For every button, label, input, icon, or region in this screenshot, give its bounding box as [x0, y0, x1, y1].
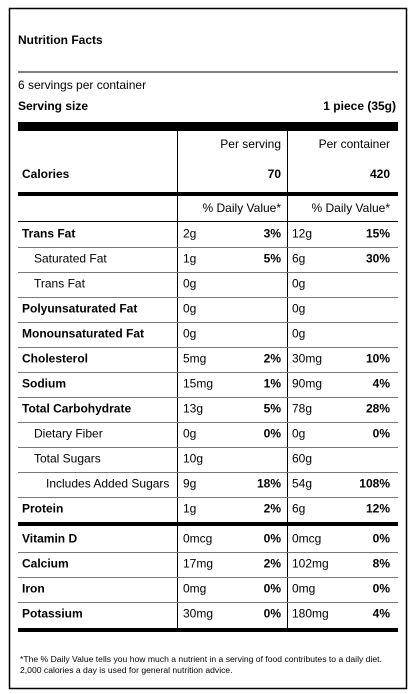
dv-header: % Daily Value*: [312, 201, 391, 215]
nutrient-name: Potassium: [22, 607, 83, 621]
amount: 102mg: [292, 557, 329, 571]
nutrient-name: Sodium: [22, 377, 66, 391]
amount: 10g: [183, 452, 203, 466]
nutrient-name: Protein: [22, 502, 63, 516]
amount: 1g: [183, 502, 196, 516]
amount: 0mcg: [183, 532, 212, 546]
amount: 0g: [183, 302, 196, 316]
nutrient-name: Trans Fat: [34, 277, 86, 291]
calories-value: 70: [268, 167, 282, 181]
amount: 0mg: [292, 582, 315, 596]
daily-value: 0%: [264, 582, 282, 596]
daily-value: 0%: [373, 427, 391, 441]
nutrient-name: Cholesterol: [22, 352, 88, 366]
medium-rule: [18, 628, 398, 632]
amount: 30mg: [292, 352, 322, 366]
nutrient-name: Total Sugars: [34, 452, 101, 466]
amount: 180mg: [292, 607, 329, 621]
daily-value: 0%: [373, 582, 391, 596]
frame: [8, 7, 408, 690]
amount: 0g: [183, 427, 196, 441]
amount: 5mg: [183, 352, 206, 366]
amount: 0g: [292, 327, 305, 341]
amount: 30mg: [183, 607, 213, 621]
serving-size-label: Serving size: [18, 99, 88, 113]
column-header: Per container: [319, 137, 390, 151]
daily-value: 4%: [373, 377, 391, 391]
daily-value: 8%: [373, 557, 391, 571]
daily-value: 10%: [366, 352, 390, 366]
nutrient-name: Includes Added Sugars: [46, 477, 169, 491]
amount: 13g: [183, 402, 203, 416]
calories-value: 420: [370, 167, 390, 181]
footnote: *The % Daily Value tells you how much a …: [20, 654, 382, 675]
nutrient-name: Saturated Fat: [34, 252, 107, 266]
thick-rule: [18, 122, 398, 131]
amount: 60g: [292, 452, 312, 466]
amount: 78g: [292, 402, 312, 416]
amount: 1g: [183, 252, 196, 266]
daily-value: 0%: [264, 532, 282, 546]
daily-value: 2%: [264, 352, 282, 366]
column-header: Per serving: [220, 137, 281, 151]
nutrient-name: Vitamin D: [22, 532, 77, 546]
amount: 0g: [183, 277, 196, 291]
daily-value: 28%: [366, 402, 390, 416]
daily-value: 108%: [359, 477, 390, 491]
nutrient-name: Monounsaturated Fat: [22, 327, 144, 341]
title: Nutrition Facts: [18, 33, 103, 47]
daily-value: 2%: [264, 557, 282, 571]
serving-size-value: 1 piece (35g): [323, 99, 396, 113]
servings: 6 servings per container: [18, 78, 146, 92]
amount: 6g: [292, 252, 305, 266]
amount: 54g: [292, 477, 312, 491]
daily-value: 12%: [366, 502, 390, 516]
daily-value: 18%: [257, 477, 281, 491]
nutrient-name: Polyunsaturated Fat: [22, 302, 137, 316]
nutrient-name: Total Carbohydrate: [22, 402, 131, 416]
nutrient-name: Dietary Fiber: [34, 427, 103, 441]
amount: 0g: [292, 302, 305, 316]
amount: 0g: [292, 277, 305, 291]
daily-value: 0%: [264, 427, 282, 441]
dv-header: % Daily Value*: [203, 201, 282, 215]
daily-value: 5%: [264, 252, 282, 266]
amount: 15mg: [183, 377, 213, 391]
amount: 2g: [183, 227, 196, 241]
amount: 0mg: [183, 582, 206, 596]
daily-value: 0%: [264, 607, 282, 621]
daily-value: 3%: [264, 227, 282, 241]
amount: 9g: [183, 477, 196, 491]
daily-value: 5%: [264, 402, 282, 416]
medium-rule: [18, 192, 398, 196]
amount: 0g: [183, 327, 196, 341]
amount: 17mg: [183, 557, 213, 571]
medium-rule: [18, 522, 398, 526]
daily-value: 2%: [264, 502, 282, 516]
amount: 90mg: [292, 377, 322, 391]
nutrient-name: Trans Fat: [22, 227, 75, 241]
daily-value: 4%: [373, 607, 391, 621]
nutrient-name: Iron: [22, 582, 45, 596]
daily-value: 15%: [366, 227, 390, 241]
nutrient-name: Calcium: [22, 557, 69, 571]
daily-value: 30%: [366, 252, 390, 266]
amount: 6g: [292, 502, 305, 516]
amount: 0mcg: [292, 532, 321, 546]
amount: 0g: [292, 427, 305, 441]
daily-value: 0%: [373, 532, 391, 546]
amount: 12g: [292, 227, 312, 241]
calories-label: Calories: [22, 167, 70, 181]
daily-value: 1%: [264, 377, 282, 391]
